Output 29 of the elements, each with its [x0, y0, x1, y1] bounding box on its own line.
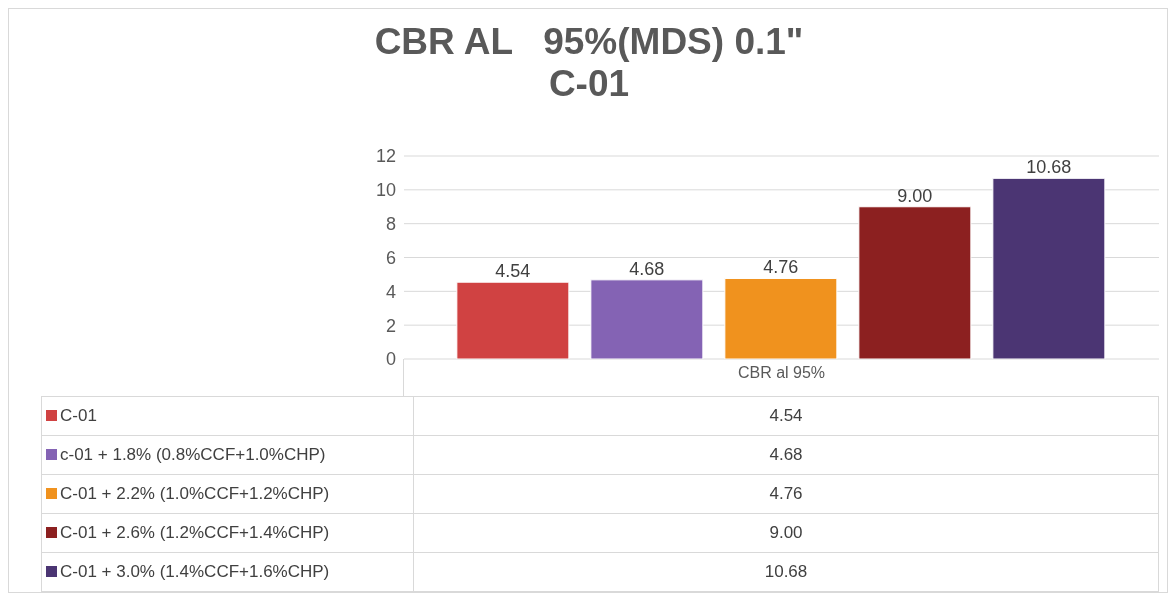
- bar: [858, 206, 972, 359]
- data-label: 10.68: [1026, 157, 1072, 178]
- data-label: 9.00: [897, 185, 933, 206]
- y-tick-label: 2: [385, 315, 396, 336]
- legend-label: C-01 + 2.6% (1.2%CCF+1.4%CHP): [41, 513, 414, 553]
- data-label: 4.68: [629, 258, 665, 279]
- bar: [456, 281, 570, 359]
- text: 9.00: [769, 523, 803, 542]
- y-tick-label: 12: [375, 146, 396, 167]
- y-tick-label: 0: [385, 349, 396, 370]
- text: 4.68: [769, 445, 803, 464]
- data-label: 4.54: [495, 261, 531, 282]
- text: 4.76: [769, 484, 803, 503]
- y-tick-label: 4: [385, 281, 396, 302]
- y-tick-label: 8: [385, 214, 396, 235]
- chart-title: CBR AL 95%(MDS) 0.1" C-01: [373, 21, 805, 105]
- y-tick-label: 6: [385, 247, 396, 268]
- text: 10.68: [764, 562, 808, 581]
- bar: [590, 279, 704, 359]
- bar: [724, 277, 838, 359]
- bar: [992, 177, 1106, 359]
- legend-label: C-01 + 3.0% (1.4%CCF+1.6%CHP): [41, 552, 414, 592]
- legend-label: C-01 + 2.2% (1.0%CCF+1.2%CHP): [41, 474, 414, 514]
- legend-label: C-01: [41, 396, 414, 436]
- legend-label: c-01 + 1.8% (0.8%CCF+1.0%CHP): [41, 435, 414, 475]
- x-tick-label: CBR al 95%: [737, 364, 826, 382]
- text: 4.54: [769, 406, 803, 425]
- data-label: 4.76: [763, 257, 799, 278]
- y-tick-label: 10: [375, 180, 396, 201]
